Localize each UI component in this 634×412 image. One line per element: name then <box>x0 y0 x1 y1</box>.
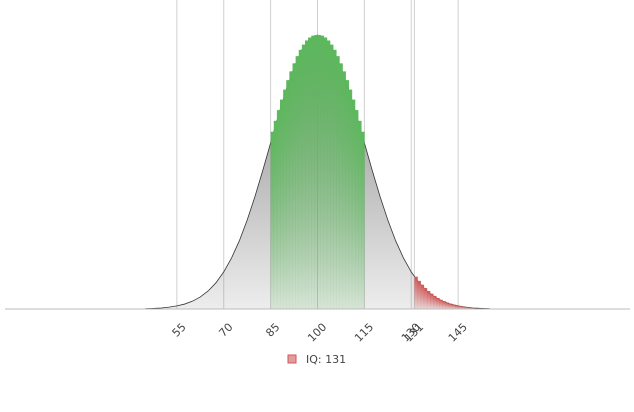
range-bar <box>286 80 290 309</box>
range-bar <box>336 56 340 310</box>
range-bar <box>345 80 350 309</box>
range-bar <box>342 71 346 309</box>
range-bar <box>298 49 303 310</box>
range-bar <box>317 35 321 310</box>
range-bar <box>320 35 325 309</box>
x-tick-label: 85 <box>263 321 282 340</box>
range-bar <box>358 120 362 309</box>
range-bar <box>436 297 440 309</box>
legend-label: IQ: 131 <box>306 353 346 366</box>
range-bar <box>289 71 293 309</box>
range-bar <box>467 307 471 309</box>
range-bar <box>464 306 468 309</box>
range-bar <box>461 306 465 309</box>
range-bar <box>423 287 428 309</box>
x-tick-label: 100 <box>305 321 329 345</box>
range-bar <box>314 35 318 310</box>
range-bar <box>451 304 456 309</box>
x-tick-label: 70 <box>216 321 235 340</box>
range-bar <box>339 63 343 309</box>
range-bar <box>439 299 443 309</box>
range-bar <box>326 40 331 309</box>
range-bar <box>348 89 353 309</box>
range-bar <box>295 56 300 310</box>
range-bar <box>323 37 328 309</box>
range-bar <box>308 37 312 309</box>
x-tick-label: 145 <box>446 321 470 345</box>
range-bar <box>448 303 453 309</box>
range-bar <box>270 131 275 309</box>
range-bar <box>430 293 434 309</box>
legend-swatch <box>287 354 297 364</box>
range-bar <box>305 40 309 309</box>
range-bar <box>420 284 425 309</box>
range-bar <box>417 280 421 309</box>
range-bar <box>470 307 475 309</box>
x-tick-label: 55 <box>170 321 189 340</box>
range-bar <box>273 120 278 309</box>
range-bar <box>458 305 462 309</box>
range-bar <box>442 301 446 309</box>
range-bar <box>280 99 284 309</box>
range-bar <box>351 99 356 309</box>
range-bar <box>455 305 459 309</box>
range-bar <box>414 276 418 309</box>
range-bar <box>445 302 450 309</box>
range-bar <box>433 295 437 309</box>
x-tick-label: 115 <box>352 321 376 345</box>
range-bar <box>333 49 337 310</box>
range-bar <box>276 110 281 310</box>
range-bar <box>426 290 431 309</box>
range-bar <box>355 110 359 310</box>
range-bar <box>283 89 287 309</box>
range-bar <box>361 131 365 309</box>
range-bar <box>301 44 306 309</box>
range-bar <box>292 63 296 309</box>
range-bar <box>330 44 334 309</box>
range-bar <box>311 35 315 309</box>
